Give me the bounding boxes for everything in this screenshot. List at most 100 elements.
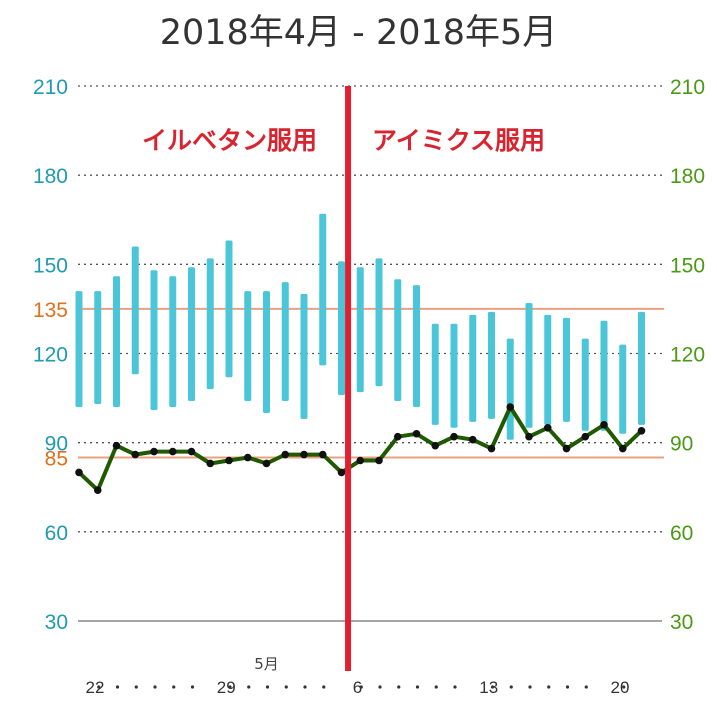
left-tick-label: 120 xyxy=(33,344,68,367)
range-bar xyxy=(431,323,439,425)
line-point xyxy=(150,447,158,456)
x-tick-dot xyxy=(190,685,195,689)
right-tick-label: 150 xyxy=(670,254,705,277)
range-bar xyxy=(544,314,552,425)
x-tick-label: 29 xyxy=(217,678,236,697)
range-bars xyxy=(75,213,645,440)
reference-label: 85 xyxy=(45,448,68,471)
line-point xyxy=(468,435,477,444)
line-point xyxy=(393,432,402,441)
x-tick-dot xyxy=(322,685,326,689)
range-bar xyxy=(75,291,83,407)
left-tick-label: 60 xyxy=(45,522,68,545)
range-bar xyxy=(563,317,570,422)
right-tick-label: 120 xyxy=(670,344,705,367)
reference-lines xyxy=(78,307,664,459)
line-point xyxy=(93,486,102,495)
line-point xyxy=(487,444,496,453)
x-axis: 22 29 6 13 20 xyxy=(86,678,630,697)
line-point xyxy=(168,447,177,456)
range-bar xyxy=(469,314,477,422)
left-tick-label: 90 xyxy=(45,433,68,456)
x-tick-dot xyxy=(528,685,532,689)
line-path xyxy=(77,405,643,493)
x-tick-dot xyxy=(565,685,570,689)
range-bar xyxy=(356,267,364,393)
right-tick-label: 90 xyxy=(670,433,693,456)
line-point xyxy=(262,459,271,468)
x-tick-dot xyxy=(397,685,401,689)
range-bar xyxy=(600,320,608,431)
line-point xyxy=(543,424,552,432)
line-point xyxy=(525,432,533,441)
line-point xyxy=(75,468,83,477)
line-point xyxy=(318,450,327,459)
range-bar xyxy=(394,279,402,402)
x-tick-dot xyxy=(490,685,495,689)
left-tick-label: 150 xyxy=(33,254,68,277)
right-axis: 210 180 150 120 90 60 30 xyxy=(670,76,705,634)
left-axis: 210 180 150 120 90 60 30 135 85 xyxy=(33,76,68,634)
treatment-label-before: イルベタン服用 xyxy=(142,126,317,155)
line-point xyxy=(450,432,458,441)
range-bar xyxy=(319,213,327,366)
x-tick-dot xyxy=(284,685,288,689)
month-label: 5月 xyxy=(254,655,279,673)
line-point xyxy=(112,441,121,450)
x-tick-label: 22 xyxy=(86,678,105,697)
line-point xyxy=(562,444,571,453)
treatment-label-after: アイミクス服用 xyxy=(372,126,545,155)
x-tick-label: 6 xyxy=(353,678,362,697)
line-point xyxy=(356,456,365,465)
left-tick-label: 30 xyxy=(45,611,68,634)
line-point xyxy=(637,426,646,435)
left-tick-label: 180 xyxy=(33,165,68,188)
x-tick-dot xyxy=(303,685,307,689)
x-tick-dot xyxy=(172,685,176,689)
line-point xyxy=(337,468,346,477)
line-point xyxy=(131,450,140,459)
range-bar xyxy=(206,258,214,390)
line-point xyxy=(431,441,440,450)
right-tick-label: 210 xyxy=(670,76,705,99)
x-tick-dot xyxy=(378,685,382,689)
x-tick-dot xyxy=(622,685,626,689)
range-bar xyxy=(638,311,645,425)
range-bar xyxy=(506,338,514,440)
range-bar xyxy=(94,291,102,405)
gridlines xyxy=(78,85,662,622)
line-point xyxy=(300,450,308,459)
range-bar xyxy=(300,294,308,419)
x-tick-dot xyxy=(247,685,251,689)
line-point xyxy=(281,450,290,459)
range-bar xyxy=(263,291,270,413)
range-bar xyxy=(525,302,533,428)
x-tick-dot xyxy=(265,685,270,689)
range-bar xyxy=(413,285,420,407)
x-tick-dot xyxy=(547,685,551,689)
range-bar xyxy=(225,240,233,378)
range-bar xyxy=(375,258,383,387)
x-tick-dot xyxy=(359,685,363,689)
line-point xyxy=(618,444,627,453)
range-bar xyxy=(150,270,158,410)
right-tick-label: 30 xyxy=(670,611,693,634)
line-point xyxy=(206,459,215,468)
x-tick-label: 20 xyxy=(611,678,630,697)
x-tick-label: 13 xyxy=(479,678,498,697)
x-tick-dot xyxy=(434,685,438,689)
range-bar xyxy=(281,282,289,402)
x-tick-dot xyxy=(153,685,157,689)
range-bar xyxy=(581,338,589,431)
x-tick-dot xyxy=(584,685,588,689)
line-point xyxy=(375,456,383,465)
range-bar xyxy=(188,267,195,402)
range-bar xyxy=(338,261,345,396)
line-point xyxy=(225,456,233,465)
range-bar xyxy=(244,291,252,402)
line-point xyxy=(581,432,590,441)
range-bar xyxy=(113,276,120,407)
reference-label: 135 xyxy=(33,299,68,322)
left-tick-label: 210 xyxy=(33,76,68,99)
